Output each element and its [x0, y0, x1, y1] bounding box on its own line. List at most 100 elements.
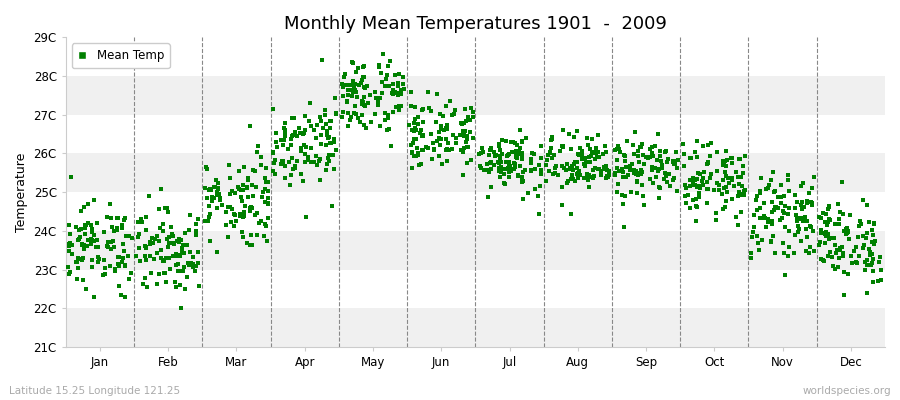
Point	[63, 240, 77, 246]
Point	[70, 276, 85, 282]
Point	[501, 150, 516, 157]
Point	[81, 201, 95, 208]
Point	[294, 148, 309, 154]
Point	[660, 159, 674, 166]
Point	[156, 227, 170, 234]
Point	[391, 82, 405, 89]
Point	[313, 176, 328, 183]
Point	[781, 176, 796, 183]
Point	[580, 135, 594, 141]
Point	[812, 214, 826, 221]
Point	[122, 233, 136, 239]
Point	[115, 225, 130, 231]
Point	[759, 185, 773, 192]
Point	[410, 144, 424, 151]
Point	[311, 158, 326, 164]
Point	[765, 199, 779, 206]
Point	[703, 174, 717, 181]
Point	[832, 255, 846, 261]
Point	[531, 193, 545, 199]
Point	[233, 194, 248, 200]
Point	[630, 178, 644, 185]
Point	[307, 127, 321, 133]
Point	[566, 134, 580, 140]
Point	[731, 174, 745, 180]
Point	[774, 182, 788, 189]
Point	[560, 161, 574, 167]
Point	[750, 193, 764, 199]
Point	[360, 82, 374, 89]
Point	[843, 253, 858, 259]
Point	[99, 243, 113, 250]
Point	[820, 231, 834, 238]
Point	[487, 162, 501, 168]
Point	[453, 132, 467, 138]
Point	[491, 160, 506, 166]
Point	[286, 114, 301, 121]
Point	[534, 155, 548, 161]
Point	[770, 205, 785, 211]
Point	[181, 260, 195, 266]
Point	[608, 172, 623, 178]
Point	[268, 130, 283, 136]
Point	[409, 136, 423, 142]
Point	[507, 166, 521, 172]
Point	[313, 156, 328, 162]
Point	[153, 225, 167, 231]
Point	[140, 245, 154, 251]
Point	[502, 160, 517, 166]
Point	[690, 204, 705, 210]
Point	[508, 150, 523, 156]
Point	[407, 128, 421, 134]
Point	[799, 200, 814, 206]
Point	[774, 200, 788, 206]
Point	[364, 92, 378, 98]
Point	[382, 82, 396, 89]
Point	[87, 238, 102, 245]
Point	[160, 236, 175, 242]
Point	[814, 214, 828, 221]
Point	[589, 150, 603, 156]
Point	[354, 80, 368, 86]
Point	[232, 167, 247, 174]
Point	[274, 160, 288, 167]
Point	[547, 170, 562, 176]
Point	[166, 239, 181, 246]
Point	[143, 239, 157, 245]
Point	[320, 160, 334, 167]
Point	[617, 152, 632, 158]
Point	[358, 85, 373, 91]
Point	[306, 159, 320, 165]
Point	[643, 154, 657, 160]
Point	[863, 248, 878, 255]
Point	[98, 271, 112, 277]
Point	[439, 103, 454, 110]
Point	[782, 188, 796, 194]
Point	[483, 166, 498, 172]
Point	[288, 163, 302, 169]
Point	[799, 226, 814, 232]
Point	[439, 123, 454, 129]
Point	[539, 162, 554, 168]
Point	[156, 221, 170, 228]
Point	[645, 167, 660, 173]
Point	[210, 192, 224, 198]
Point	[743, 255, 758, 262]
Point	[169, 251, 184, 258]
Point	[244, 204, 258, 210]
Point	[210, 188, 224, 195]
Point	[129, 252, 143, 259]
Point	[138, 252, 152, 259]
Point	[682, 177, 697, 183]
Point	[834, 179, 849, 185]
Point	[500, 165, 515, 172]
Point	[427, 146, 441, 153]
Point	[828, 221, 842, 228]
Point	[662, 183, 677, 190]
Point	[820, 221, 834, 228]
Point	[871, 259, 886, 266]
Point	[457, 119, 472, 126]
Point	[202, 187, 216, 193]
Point	[662, 156, 676, 162]
Point	[442, 147, 456, 153]
